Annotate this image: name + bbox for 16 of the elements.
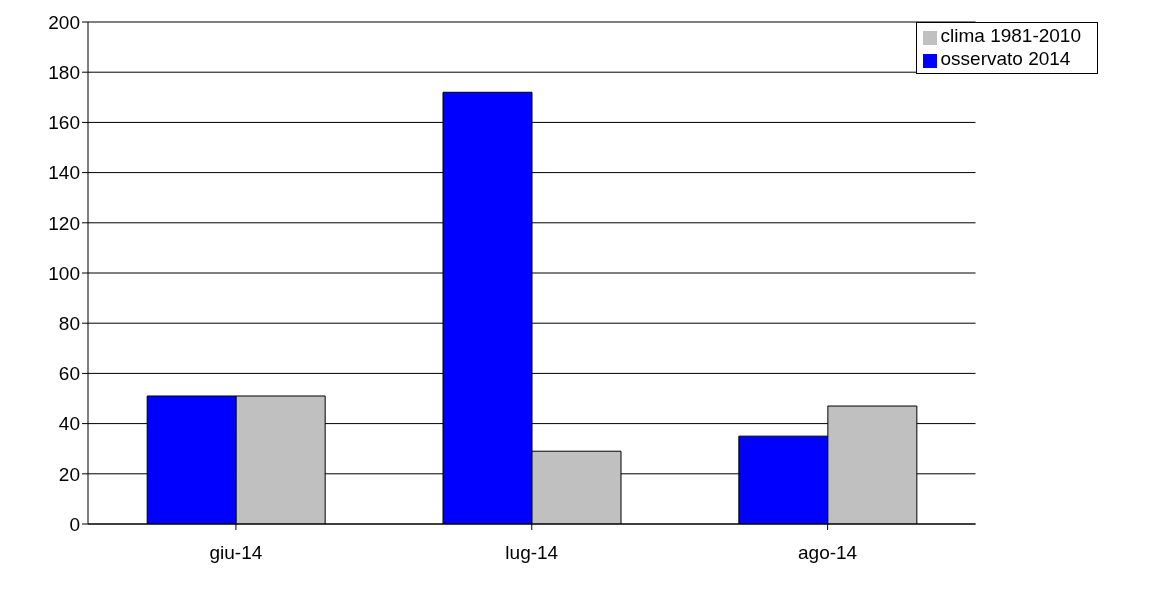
y-tick-label: 80 — [58, 312, 80, 334]
y-tick-label: 0 — [69, 513, 80, 535]
y-tick-label: 180 — [48, 61, 80, 83]
y-tick-label: 40 — [58, 413, 80, 435]
y-tick-label: 20 — [58, 463, 80, 485]
legend-label: clima 1981-2010 — [940, 25, 1081, 46]
y-tick-label: 200 — [48, 11, 80, 33]
x-tick-label: giu-14 — [209, 542, 263, 564]
y-tick-label: 120 — [48, 212, 80, 234]
legend-label: osservato 2014 — [940, 48, 1071, 69]
y-tick-label: 140 — [48, 162, 80, 184]
y-tick-label: 160 — [48, 112, 80, 134]
x-tick-label: ago-14 — [798, 542, 858, 564]
y-tick-label: 60 — [58, 363, 80, 385]
x-tick-label: lug-14 — [505, 542, 559, 564]
y-tick-label: 100 — [48, 262, 80, 284]
